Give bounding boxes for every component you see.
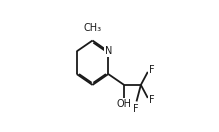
Text: F: F bbox=[149, 65, 154, 75]
Text: F: F bbox=[133, 104, 139, 114]
Text: N: N bbox=[105, 46, 112, 56]
Text: OH: OH bbox=[117, 99, 132, 109]
Text: CH₃: CH₃ bbox=[83, 23, 102, 33]
Text: F: F bbox=[149, 95, 154, 105]
